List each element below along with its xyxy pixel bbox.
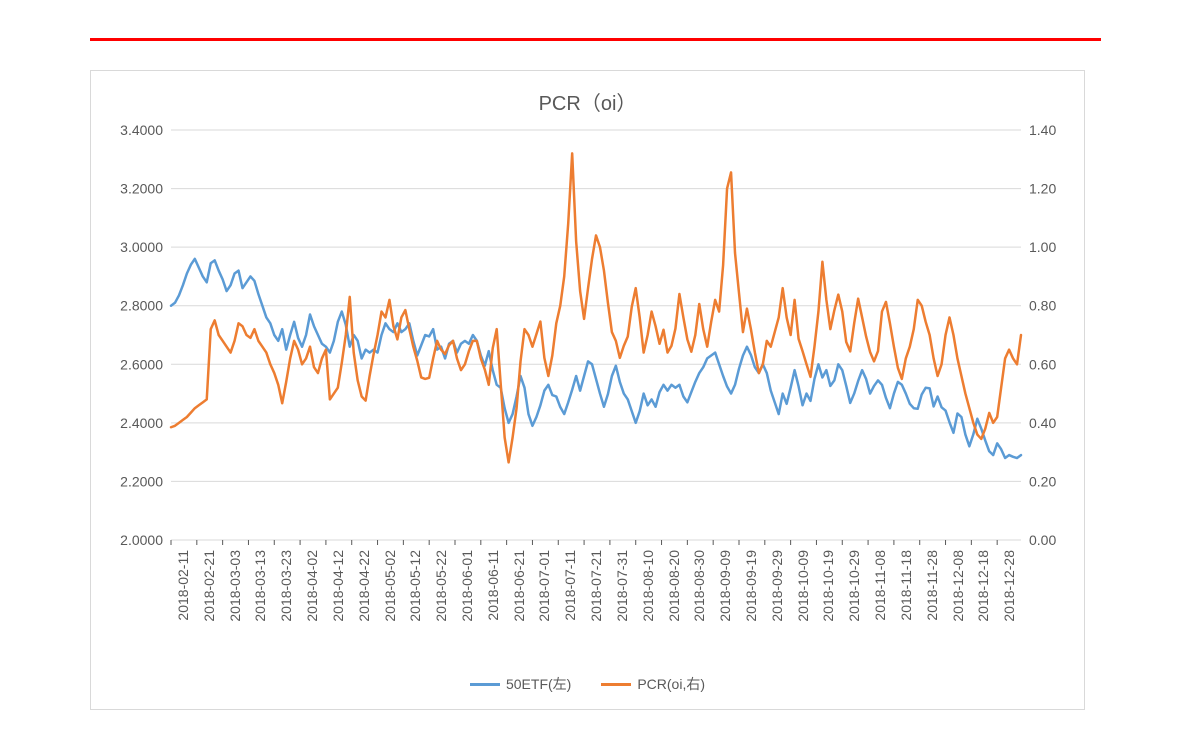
x-tick-label: 2018-09-29: [769, 550, 785, 622]
x-tick-label: 2018-04-22: [356, 550, 372, 622]
x-tick-label: 2018-11-08: [872, 550, 888, 621]
x-tick-label: 2018-05-22: [433, 550, 449, 622]
x-tick-label: 2018-10-09: [795, 550, 811, 622]
plot-area: 2.0000 0.00 2.2000 0.20 2.4000 0.40 2.6000 0.60…: [101, 120, 1074, 550]
y-left-tick: 2.0000: [120, 532, 163, 548]
legend-swatch: [601, 683, 631, 686]
series-line: [171, 153, 1021, 462]
legend-item: 50ETF(左): [470, 674, 571, 694]
y-left-tick: 3.2000: [120, 181, 163, 197]
y-left-tick: 3.4000: [120, 122, 163, 138]
x-tick-label: 2018-06-21: [511, 550, 527, 622]
x-tick-label: 2018-09-09: [717, 550, 733, 622]
x-tick-label: 2018-10-19: [820, 550, 836, 622]
y-left-tick: 2.8000: [120, 298, 163, 314]
x-tick-label: 2018-05-12: [407, 550, 423, 622]
x-tick-label: 2018-02-21: [201, 550, 217, 622]
x-tick-label: 2018-10-29: [846, 550, 862, 622]
y-right-tick: 0.60: [1029, 356, 1056, 372]
x-tick-label: 2018-04-02: [304, 550, 320, 622]
chart-title: PCR（oi）: [101, 87, 1074, 116]
y-right-tick: 1.40: [1029, 122, 1056, 138]
y-right-tick: 0.00: [1029, 532, 1056, 548]
legend-item: PCR(oi,右): [601, 674, 705, 694]
y-left-tick: 2.4000: [120, 415, 163, 431]
x-tick-label: 2018-07-21: [588, 550, 604, 622]
x-tick-label: 2018-08-30: [691, 550, 707, 622]
legend-label: PCR(oi,右): [637, 674, 705, 694]
chart-svg: 2.0000 0.00 2.2000 0.20 2.4000 0.40 2.6000 0.60…: [101, 120, 1071, 550]
y-right-tick: 1.20: [1029, 181, 1056, 197]
x-tick-label: 2018-12-18: [975, 550, 991, 622]
y-left-tick: 2.2000: [120, 473, 163, 489]
y-right-tick: 0.80: [1029, 298, 1056, 314]
x-tick-label: 2018-12-28: [1001, 550, 1017, 622]
x-tick-label: 2018-03-03: [227, 550, 243, 622]
x-tick-label: 2018-06-11: [485, 550, 501, 621]
y-left-tick: 3.0000: [120, 239, 163, 255]
x-tick-label: 2018-08-10: [640, 550, 656, 622]
page-root: PCR（oi） 2.00000.002.20000.202.40000.402.…: [0, 0, 1191, 747]
y-left-tick: 2.6000: [120, 356, 163, 372]
series-line: [171, 259, 1021, 458]
chart-container: PCR（oi） 2.00000.002.20000.202.40000.402.…: [90, 70, 1085, 710]
x-tick-label: 2018-03-23: [278, 550, 294, 622]
x-tick-label: 2018-05-02: [382, 550, 398, 622]
x-tick-label: 2018-08-20: [666, 550, 682, 622]
x-tick-label: 2018-06-01: [459, 550, 475, 622]
x-tick-label: 2018-09-19: [743, 550, 759, 622]
x-tick-label: 2018-07-31: [614, 550, 630, 622]
x-tick-label: 2018-03-13: [252, 550, 268, 622]
header-red-line: [90, 38, 1101, 41]
chart-legend: 50ETF(左) PCR(oi,右): [101, 674, 1074, 694]
x-tick-label: 2018-02-11: [175, 550, 191, 621]
x-tick-label: 2018-07-11: [562, 550, 578, 621]
legend-label: 50ETF(左): [506, 674, 571, 694]
x-tick-label: 2018-11-28: [924, 550, 940, 621]
y-right-tick: 0.40: [1029, 415, 1056, 431]
x-tick-label: 2018-12-08: [950, 550, 966, 622]
x-tick-label: 2018-04-12: [330, 550, 346, 622]
y-right-tick: 0.20: [1029, 473, 1056, 489]
x-tick-label: 2018-07-01: [536, 550, 552, 622]
y-right-tick: 1.00: [1029, 239, 1056, 255]
x-axis-labels: 2018-02-11 2018-02-21 2018-03-03 2018-03-13…: [101, 550, 1071, 670]
legend-swatch: [470, 683, 500, 686]
x-tick-label: 2018-11-18: [898, 550, 914, 621]
